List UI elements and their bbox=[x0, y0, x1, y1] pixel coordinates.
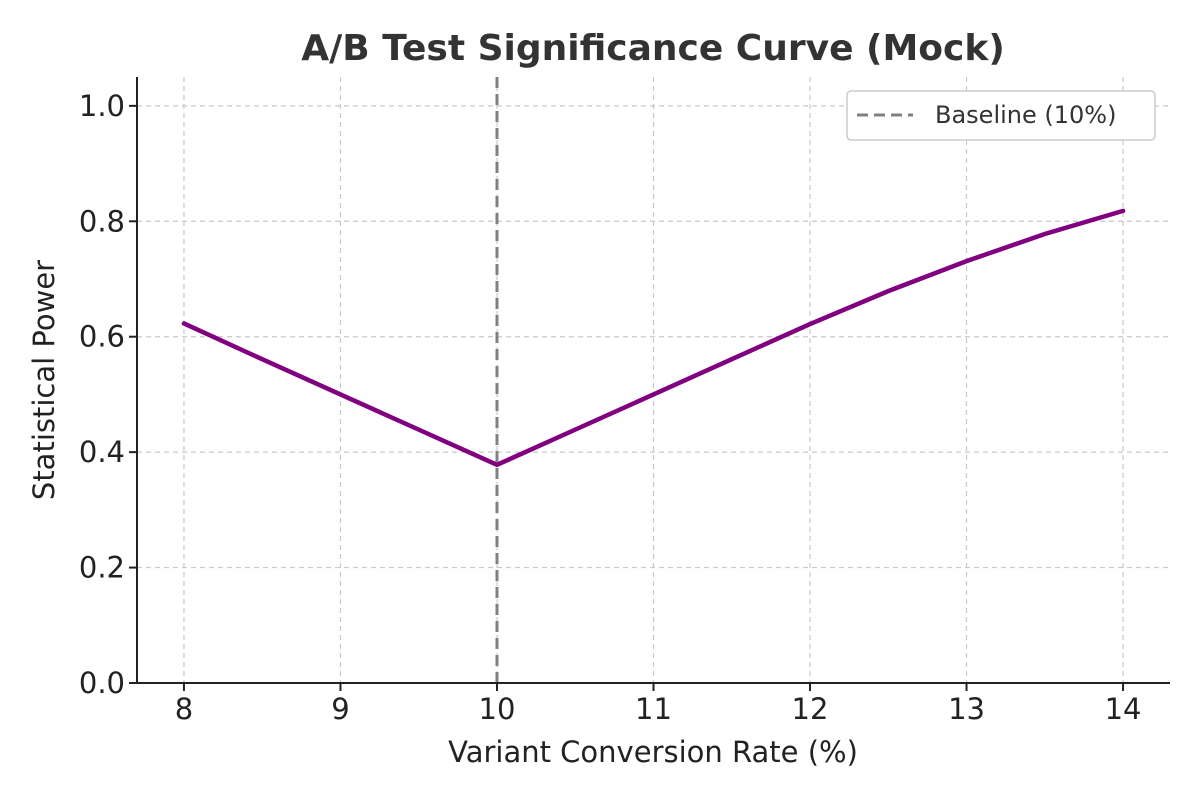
y-axis-label: Statistical Power bbox=[27, 260, 61, 500]
y-tick-label: 0.4 bbox=[79, 435, 125, 469]
y-tick-label: 0.2 bbox=[79, 551, 125, 585]
x-tick-label: 10 bbox=[479, 692, 516, 726]
x-tick-label: 12 bbox=[792, 692, 829, 726]
x-tick-label: 8 bbox=[175, 692, 193, 726]
x-tick-label: 9 bbox=[331, 692, 349, 726]
y-tick-label: 0.6 bbox=[79, 320, 125, 354]
y-tick-label: 0.0 bbox=[79, 666, 125, 700]
legend-baseline-label: Baseline (10%) bbox=[935, 101, 1116, 129]
x-axis-label: Variant Conversion Rate (%) bbox=[448, 735, 858, 769]
x-tick-label: 13 bbox=[948, 692, 985, 726]
x-tick-label: 14 bbox=[1105, 692, 1142, 726]
tick-labels: 8 9 10 11 12 13 14 0.0 0.2 0.4 0.6 0.8 1.0 bbox=[79, 89, 1142, 726]
x-tick-label: 11 bbox=[635, 692, 672, 726]
series-layer bbox=[181, 208, 1126, 468]
chart-title: A/B Test Significance Curve (Mock) bbox=[301, 28, 1005, 69]
y-tick-label: 0.8 bbox=[79, 204, 125, 238]
series-line bbox=[181, 208, 1126, 468]
y-tick-label: 1.0 bbox=[79, 89, 125, 123]
grid bbox=[137, 77, 1170, 684]
legend: Baseline (10%) bbox=[846, 90, 1156, 141]
legend-box bbox=[846, 90, 1156, 141]
